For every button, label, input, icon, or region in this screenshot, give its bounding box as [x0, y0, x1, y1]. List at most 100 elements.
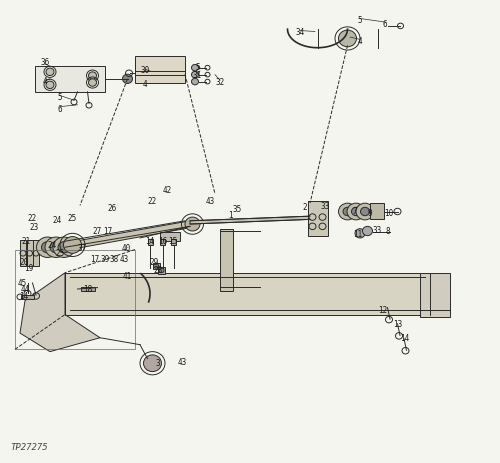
- Text: 4: 4: [358, 37, 362, 46]
- Circle shape: [192, 72, 198, 79]
- Text: 44: 44: [20, 285, 30, 294]
- Text: 22: 22: [148, 197, 157, 206]
- Circle shape: [355, 229, 365, 238]
- Bar: [21, 295, 34, 300]
- Circle shape: [46, 69, 54, 76]
- Circle shape: [42, 242, 54, 253]
- Text: 26: 26: [108, 204, 117, 213]
- Text: 1: 1: [228, 211, 232, 220]
- Text: 14: 14: [400, 333, 409, 343]
- Circle shape: [338, 204, 356, 220]
- Text: 36: 36: [40, 58, 50, 67]
- Polygon shape: [35, 67, 105, 93]
- Circle shape: [360, 208, 370, 216]
- Text: 14: 14: [20, 292, 28, 301]
- Text: 43: 43: [120, 255, 128, 264]
- Text: 17: 17: [90, 255, 100, 264]
- Text: 30: 30: [140, 66, 149, 75]
- Circle shape: [45, 238, 67, 258]
- Bar: [152, 263, 160, 269]
- Bar: [81, 287, 95, 292]
- Circle shape: [58, 242, 70, 253]
- Polygon shape: [75, 221, 190, 249]
- Text: 24: 24: [48, 241, 57, 250]
- Bar: [308, 201, 328, 236]
- Text: 8: 8: [385, 226, 390, 235]
- Circle shape: [192, 65, 198, 72]
- Text: 9: 9: [368, 208, 372, 218]
- Circle shape: [144, 355, 162, 372]
- Text: 3: 3: [155, 358, 160, 367]
- Text: 43: 43: [178, 357, 187, 367]
- Circle shape: [338, 31, 356, 48]
- Text: 14: 14: [146, 236, 154, 245]
- Circle shape: [64, 237, 82, 254]
- Text: 45: 45: [18, 278, 27, 287]
- Text: 28: 28: [154, 265, 163, 274]
- Bar: [171, 240, 176, 245]
- Circle shape: [185, 218, 200, 232]
- Text: 32: 32: [216, 77, 224, 87]
- Bar: [135, 56, 185, 83]
- Bar: [148, 240, 152, 245]
- Text: 12: 12: [378, 306, 387, 315]
- Text: 23: 23: [30, 222, 38, 232]
- Circle shape: [53, 238, 75, 258]
- Text: 42: 42: [163, 185, 172, 194]
- Circle shape: [352, 208, 360, 216]
- Text: 37: 37: [78, 243, 87, 252]
- Circle shape: [192, 79, 198, 86]
- Text: 25: 25: [68, 213, 77, 222]
- Bar: [26, 241, 32, 266]
- Text: 43: 43: [206, 197, 214, 206]
- Text: 16: 16: [158, 236, 167, 245]
- Text: 38: 38: [110, 255, 118, 264]
- Text: 41: 41: [123, 271, 132, 280]
- Text: 20: 20: [20, 257, 28, 266]
- Text: 6: 6: [58, 104, 62, 113]
- Text: 7: 7: [352, 206, 358, 215]
- Circle shape: [343, 208, 352, 216]
- Bar: [160, 240, 165, 245]
- Text: 18: 18: [83, 285, 92, 294]
- Text: 10: 10: [384, 208, 394, 218]
- Circle shape: [154, 264, 158, 269]
- Text: 5: 5: [358, 16, 362, 25]
- Bar: [65, 273, 430, 315]
- Text: 22: 22: [28, 213, 37, 222]
- Bar: [220, 229, 232, 292]
- Text: 5: 5: [195, 63, 200, 72]
- Text: 24: 24: [53, 215, 62, 225]
- Bar: [160, 232, 180, 242]
- Text: 6: 6: [382, 19, 388, 29]
- Text: 31: 31: [193, 70, 202, 80]
- Text: 2: 2: [302, 202, 308, 212]
- Text: 21: 21: [22, 236, 30, 245]
- Circle shape: [362, 227, 372, 236]
- Text: 4: 4: [142, 80, 148, 89]
- Text: 34: 34: [296, 28, 304, 37]
- Bar: [420, 273, 450, 317]
- Text: 25: 25: [56, 249, 64, 258]
- Circle shape: [347, 204, 365, 220]
- Text: 4: 4: [42, 76, 48, 86]
- Text: 35: 35: [233, 205, 242, 214]
- Text: 40: 40: [122, 243, 131, 252]
- Circle shape: [36, 238, 59, 258]
- Text: 27: 27: [93, 227, 102, 236]
- Bar: [370, 204, 384, 220]
- Polygon shape: [20, 273, 100, 352]
- Bar: [15, 250, 135, 350]
- Polygon shape: [190, 217, 310, 225]
- Text: 33: 33: [373, 225, 382, 235]
- Text: 29: 29: [150, 257, 158, 266]
- Text: 15: 15: [168, 236, 177, 245]
- Text: 39: 39: [100, 255, 110, 264]
- Circle shape: [122, 75, 132, 84]
- Circle shape: [356, 204, 374, 220]
- Bar: [158, 268, 165, 274]
- Circle shape: [88, 73, 96, 80]
- Text: 19: 19: [24, 263, 33, 272]
- Text: 13: 13: [393, 319, 402, 329]
- Bar: [33, 241, 39, 266]
